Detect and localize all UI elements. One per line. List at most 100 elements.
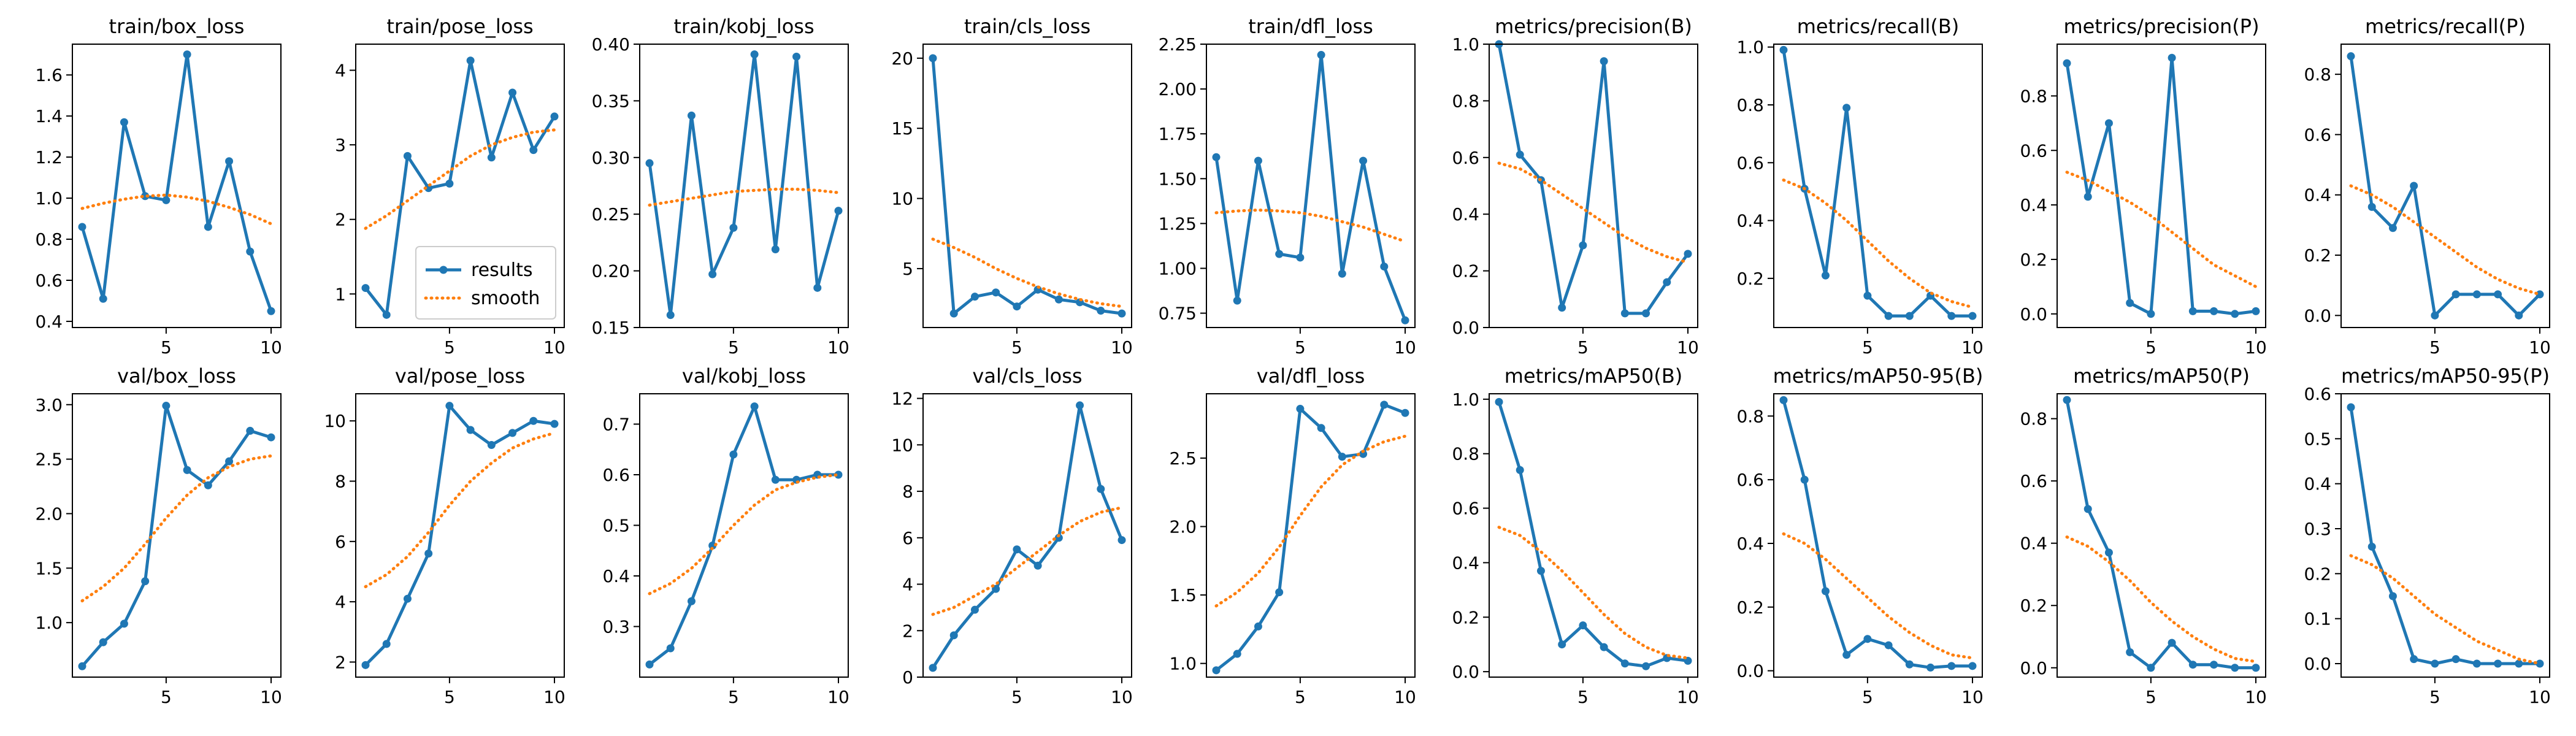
- y-tick-label: 8: [902, 481, 913, 502]
- smooth-line: [1497, 161, 1690, 264]
- smooth-line: [648, 188, 840, 207]
- results-point: [1338, 269, 1346, 278]
- axes-frame: [1489, 393, 1698, 678]
- results-point: [445, 402, 454, 410]
- y-tick-label: 0.40: [592, 34, 630, 55]
- y-tick-label: 0.4: [2020, 195, 2047, 215]
- y-tick-label: 0.6: [2020, 471, 2047, 491]
- subplot-4: train/cls_loss 5 10 5 10 15 20: [891, 15, 1132, 358]
- results-line: [648, 53, 840, 317]
- y-tick-label: 6: [335, 532, 346, 552]
- results-point: [2063, 396, 2071, 404]
- x-tick-label: 10: [2529, 337, 2551, 358]
- y-tick-label: 0: [902, 667, 913, 688]
- results-point: [1800, 475, 1809, 484]
- x-tick-label: 5: [1862, 337, 1873, 358]
- results-point: [1359, 156, 1368, 165]
- y-tick-label: 0.2: [2020, 250, 2047, 270]
- y-tick-label: 1.0: [1736, 37, 1764, 58]
- smooth-line: [1214, 208, 1407, 243]
- y-tick-label: 4: [335, 61, 346, 81]
- y-tick-label: 0.2: [2304, 564, 2331, 584]
- results-line: [81, 404, 272, 667]
- results-point: [2515, 659, 2523, 668]
- smooth-line: [1782, 178, 1974, 309]
- subplot-12: val/kobj_loss 5 10 0.3 0.4 0.5 0.6 0.7: [602, 364, 849, 707]
- results-point: [2252, 664, 2260, 672]
- results-point: [2451, 655, 2460, 664]
- x-tick-label: 5: [161, 687, 172, 707]
- results-point: [750, 402, 759, 411]
- y-tick-label: 1: [335, 284, 346, 304]
- y-tick-label: 0.8: [35, 229, 63, 250]
- smooth-line: [364, 128, 556, 230]
- y-tick-label: 0.0: [1736, 661, 1764, 681]
- results-line: [1782, 50, 1972, 318]
- smooth-line: [931, 506, 1124, 616]
- results-point: [162, 196, 171, 204]
- y-tick-label: 0.2: [1452, 607, 1479, 627]
- results-point: [1076, 401, 1084, 410]
- results-point: [1779, 45, 1788, 54]
- y-tick-label: 0.8: [2020, 409, 2047, 429]
- subplot-14: val/dfl_loss 5 10 1.0 1.5 2.0 2.5: [1169, 364, 1416, 707]
- y-tick-label: 0.4: [2020, 534, 2047, 554]
- results-point: [992, 288, 1000, 297]
- subplot-title: metrics/precision(P): [2063, 15, 2259, 38]
- results-point: [792, 52, 801, 61]
- axes-frame: [1773, 44, 1983, 328]
- results-point: [1117, 309, 1126, 318]
- y-tick-label: 2.25: [1159, 34, 1197, 55]
- y-tick-label: 0.8: [2020, 86, 2047, 106]
- y-tick-label: 1.0: [1169, 654, 1197, 674]
- results-point: [771, 245, 780, 253]
- y-tick-label: 0.6: [35, 270, 63, 291]
- results-point: [225, 157, 234, 166]
- results-point: [403, 594, 412, 603]
- results-point: [2536, 659, 2544, 668]
- subplot-16: metrics/mAP50-95(B) 5 10 0.0 0.2 0.4 0.6 0.8: [1736, 364, 1983, 707]
- subplot-title: metrics/mAP50-95(P): [2341, 364, 2550, 388]
- results-point: [1401, 408, 1409, 417]
- results-point: [403, 151, 412, 160]
- legend-results-label: results: [471, 259, 533, 281]
- subplot-title: train/dfl_loss: [1248, 15, 1373, 38]
- y-tick-label: 0.2: [2020, 596, 2047, 616]
- y-tick-label: 0.0: [2304, 305, 2331, 326]
- results-point: [1905, 660, 1914, 669]
- legend: results smooth: [415, 246, 556, 320]
- results-point: [2367, 542, 2376, 551]
- smooth-line: [80, 454, 273, 603]
- y-tick-label: 0.30: [592, 148, 630, 168]
- y-tick-label: 1.6: [35, 65, 63, 85]
- results-point: [1663, 278, 1671, 286]
- results-point: [2168, 638, 2176, 647]
- results-point: [687, 597, 696, 605]
- results-point: [508, 429, 517, 437]
- axes-frame: [1489, 44, 1698, 328]
- results-point: [246, 426, 255, 435]
- y-tick-label: 0.0: [2020, 658, 2047, 678]
- x-tick-label: 10: [1111, 687, 1133, 707]
- results-point: [1684, 250, 1692, 258]
- results-point: [2494, 290, 2502, 299]
- results-point: [2147, 664, 2155, 672]
- results-point: [2188, 661, 2197, 669]
- results-point: [183, 50, 191, 59]
- subplot-title: val/dfl_loss: [1257, 364, 1365, 388]
- y-tick-label: 2.00: [1159, 79, 1197, 99]
- results-point: [361, 284, 370, 293]
- results-line: [1782, 399, 1972, 669]
- y-tick-label: 1.0: [1452, 389, 1479, 410]
- results-point: [1600, 57, 1608, 66]
- y-tick-label: 0.8: [1736, 95, 1764, 115]
- results-point: [1033, 561, 1042, 570]
- x-tick-label: 10: [543, 337, 565, 358]
- x-tick-label: 10: [1677, 337, 1699, 358]
- results-point: [645, 660, 654, 669]
- results-point: [1275, 250, 1284, 258]
- results-point: [1338, 453, 1346, 461]
- results-point: [949, 631, 958, 640]
- results-point: [2231, 310, 2239, 318]
- results-point: [2063, 59, 2071, 67]
